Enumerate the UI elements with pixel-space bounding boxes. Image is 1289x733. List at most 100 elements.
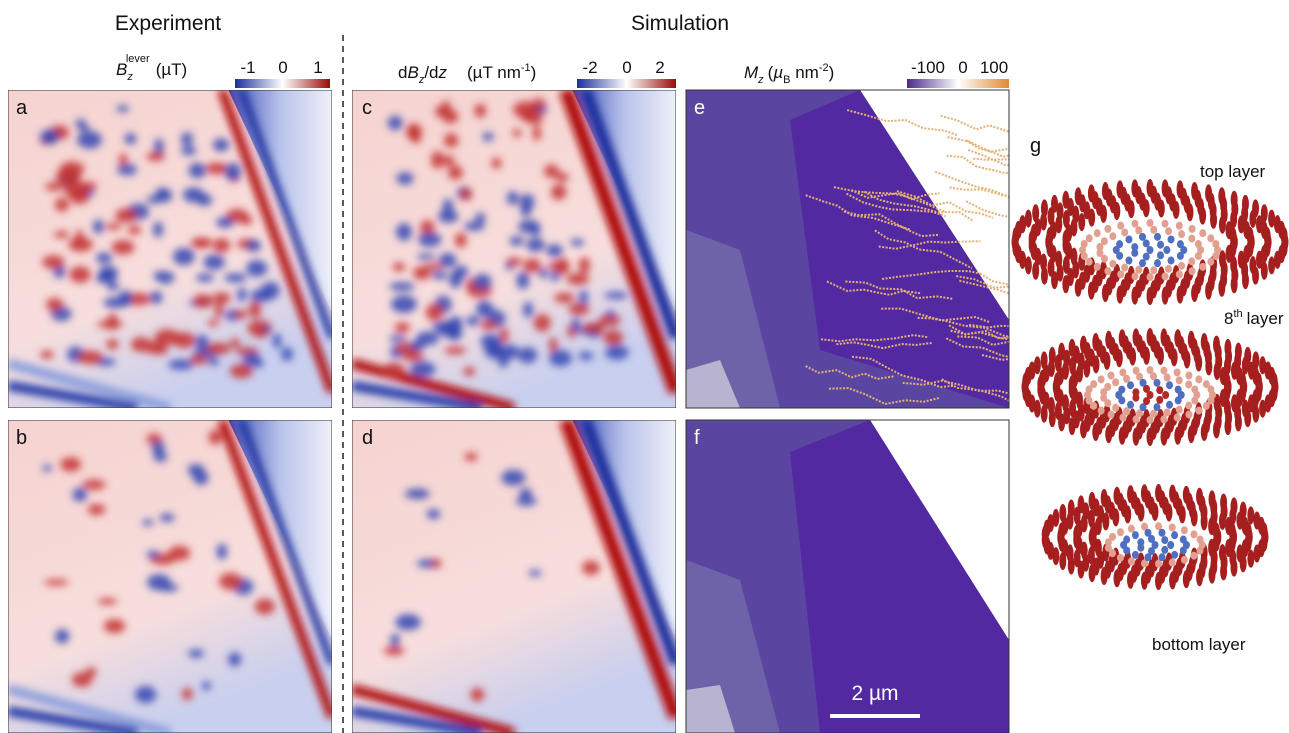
blob <box>88 504 106 515</box>
blob <box>213 138 229 151</box>
blob <box>191 238 213 248</box>
spin <box>1174 414 1181 422</box>
blob <box>98 598 118 604</box>
colorbar-tick: -2 <box>582 58 597 77</box>
spin <box>1171 348 1178 366</box>
blob <box>193 294 213 308</box>
blob <box>196 274 214 282</box>
spin <box>1076 364 1083 382</box>
colorbar-label: dBz/dz(µT nm-1) <box>398 62 536 86</box>
blob <box>209 430 222 445</box>
blob <box>203 254 225 269</box>
spin <box>1081 240 1088 248</box>
label-part: -2 <box>819 62 829 74</box>
blob <box>206 343 231 355</box>
blob <box>160 514 175 522</box>
blob <box>513 129 522 137</box>
spin <box>1123 536 1130 544</box>
blob <box>107 281 119 290</box>
spin <box>1163 246 1170 254</box>
figure: Experiment Simulation Bzlever(µT) -1 0 1… <box>0 0 1289 733</box>
spin <box>1197 547 1204 555</box>
spin <box>1135 226 1142 234</box>
spin <box>1259 400 1266 418</box>
blob <box>153 222 163 238</box>
label-part: d <box>398 63 407 82</box>
blob <box>173 332 196 348</box>
spin <box>1225 245 1232 263</box>
blob <box>193 471 209 485</box>
spin <box>1025 210 1032 228</box>
colorbar-tick: 0 <box>622 58 631 77</box>
panel-letter: d <box>362 427 373 449</box>
blob <box>225 163 241 181</box>
label-part: lever <box>126 53 150 65</box>
blob <box>393 263 405 272</box>
spin <box>1152 503 1159 521</box>
scale-bar-label: 2 µm <box>851 682 898 705</box>
spin <box>1207 258 1214 266</box>
spin <box>1125 235 1132 243</box>
blob <box>40 351 53 360</box>
label-part: B <box>407 63 418 82</box>
blob <box>55 198 69 212</box>
spin <box>1088 209 1095 227</box>
spin <box>1239 372 1246 390</box>
spin <box>1101 237 1108 245</box>
spin <box>1098 407 1105 415</box>
blob <box>157 188 170 195</box>
label-part: (µT) <box>156 60 188 79</box>
spin <box>1137 538 1144 546</box>
spin <box>1199 207 1206 225</box>
blob <box>516 272 529 290</box>
blob <box>413 266 431 280</box>
colorbar-tick: -100 <box>911 58 945 77</box>
blob <box>64 181 87 198</box>
blob <box>390 634 399 647</box>
blob <box>206 163 227 175</box>
blob <box>500 327 509 343</box>
blob <box>463 367 475 376</box>
spin <box>1176 376 1183 384</box>
spin <box>1138 503 1145 521</box>
spin <box>1220 389 1227 407</box>
spin <box>1180 546 1187 554</box>
spin <box>1175 396 1182 404</box>
blob <box>405 489 430 499</box>
blob <box>395 614 421 630</box>
blob <box>523 302 533 318</box>
spin <box>1128 200 1135 218</box>
spin <box>1118 386 1125 394</box>
blob <box>181 146 196 155</box>
spin <box>1171 531 1178 539</box>
blob <box>104 619 126 633</box>
blob <box>503 344 519 359</box>
blob <box>69 266 90 283</box>
blob <box>579 257 590 274</box>
label-part: z <box>438 63 448 82</box>
spin <box>1157 251 1164 259</box>
spin <box>1160 367 1167 375</box>
spin <box>1242 399 1249 417</box>
blob <box>507 257 522 265</box>
label-part: z <box>126 71 133 83</box>
blob <box>396 223 412 241</box>
blob <box>582 561 600 576</box>
spin <box>1143 253 1150 261</box>
blob <box>96 253 112 264</box>
spin <box>1153 403 1160 411</box>
blob <box>117 164 137 175</box>
blob <box>523 259 541 273</box>
panel-letter: a <box>16 97 28 119</box>
spin <box>1078 213 1085 231</box>
spin <box>1108 411 1115 419</box>
map-panel <box>8 420 332 733</box>
blob <box>556 258 569 275</box>
blob <box>579 290 588 305</box>
label-part: ) <box>531 63 537 82</box>
blob <box>409 341 425 351</box>
spin <box>1185 402 1192 410</box>
blob <box>224 273 247 282</box>
blob <box>474 104 486 118</box>
blob <box>45 182 63 190</box>
